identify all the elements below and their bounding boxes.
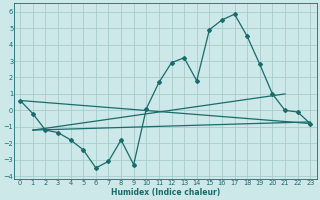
X-axis label: Humidex (Indice chaleur): Humidex (Indice chaleur): [111, 188, 220, 197]
